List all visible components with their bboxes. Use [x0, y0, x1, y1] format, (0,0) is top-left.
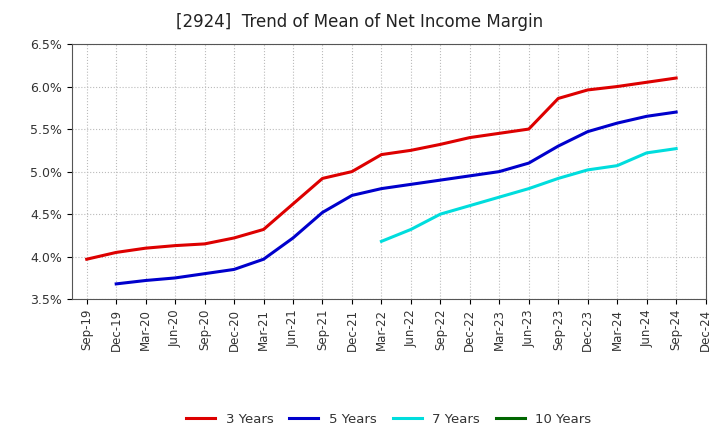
5 Years [583, 129, 592, 134]
7 Years [407, 227, 415, 232]
7 Years [613, 163, 621, 168]
7 Years [583, 167, 592, 172]
7 Years [554, 176, 562, 181]
5 Years [377, 186, 386, 191]
7 Years [524, 186, 533, 191]
3 Years [554, 96, 562, 101]
3 Years [466, 135, 474, 140]
Legend: 3 Years, 5 Years, 7 Years, 10 Years: 3 Years, 5 Years, 7 Years, 10 Years [186, 413, 591, 426]
3 Years [141, 246, 150, 251]
5 Years [466, 173, 474, 179]
5 Years [171, 275, 179, 281]
5 Years [642, 114, 651, 119]
3 Years [377, 152, 386, 157]
Text: [2924]  Trend of Mean of Net Income Margin: [2924] Trend of Mean of Net Income Margi… [176, 13, 544, 31]
7 Years [672, 146, 680, 151]
5 Years [554, 143, 562, 149]
5 Years [141, 278, 150, 283]
5 Years [407, 182, 415, 187]
3 Years [289, 201, 297, 206]
3 Years [583, 87, 592, 92]
7 Years [642, 150, 651, 155]
3 Years [436, 142, 445, 147]
Line: 5 Years: 5 Years [116, 112, 676, 284]
3 Years [495, 131, 503, 136]
5 Years [289, 235, 297, 241]
5 Years [112, 281, 120, 286]
7 Years [436, 212, 445, 217]
5 Years [230, 267, 238, 272]
3 Years [524, 126, 533, 132]
7 Years [377, 239, 386, 244]
5 Years [318, 210, 327, 215]
Line: 3 Years: 3 Years [86, 78, 676, 259]
3 Years [230, 235, 238, 241]
Line: 7 Years: 7 Years [382, 149, 676, 242]
3 Years [171, 243, 179, 248]
3 Years [200, 241, 209, 246]
5 Years [495, 169, 503, 174]
5 Years [436, 177, 445, 183]
3 Years [318, 176, 327, 181]
3 Years [259, 227, 268, 232]
5 Years [200, 271, 209, 276]
3 Years [112, 250, 120, 255]
3 Years [613, 84, 621, 89]
5 Years [524, 161, 533, 166]
3 Years [642, 80, 651, 85]
5 Years [672, 110, 680, 115]
7 Years [495, 194, 503, 200]
5 Years [613, 121, 621, 126]
3 Years [82, 257, 91, 262]
3 Years [672, 75, 680, 81]
3 Years [348, 169, 356, 174]
5 Years [348, 193, 356, 198]
7 Years [466, 203, 474, 208]
5 Years [259, 257, 268, 262]
3 Years [407, 148, 415, 153]
